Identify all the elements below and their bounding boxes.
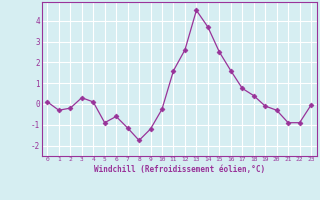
X-axis label: Windchill (Refroidissement éolien,°C): Windchill (Refroidissement éolien,°C) <box>94 165 265 174</box>
